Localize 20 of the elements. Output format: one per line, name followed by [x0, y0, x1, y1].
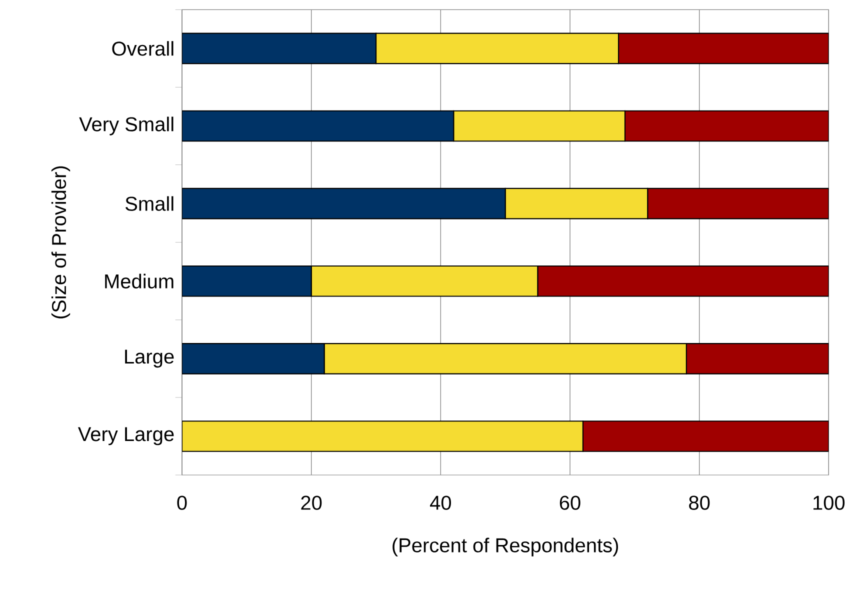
x-axis-title: (Percent of Respondents)	[392, 538, 618, 556]
bar	[324, 343, 687, 374]
bar	[182, 420, 584, 452]
x-tick-label: 80	[689, 496, 710, 510]
x-tick-label: 60	[560, 496, 580, 510]
y-tick-label: Overall	[112, 41, 174, 56]
y-axis-title: (Size of Provider)	[51, 166, 70, 318]
x-tick-label: 20	[301, 496, 322, 510]
x-tick-label: 0	[177, 496, 187, 510]
bar	[453, 110, 626, 142]
y-tick-label: Medium	[105, 274, 174, 288]
x-tick-label: 40	[430, 496, 451, 510]
bar	[310, 265, 538, 297]
y-tick-label: Small	[126, 196, 174, 211]
y-tick-label: Very Small	[79, 116, 174, 136]
y-tick-label: Very Large	[78, 427, 174, 446]
y-tick-label: Large	[125, 350, 174, 368]
bar	[504, 188, 648, 220]
bar	[375, 32, 620, 64]
x-tick-label: 100	[814, 496, 845, 510]
